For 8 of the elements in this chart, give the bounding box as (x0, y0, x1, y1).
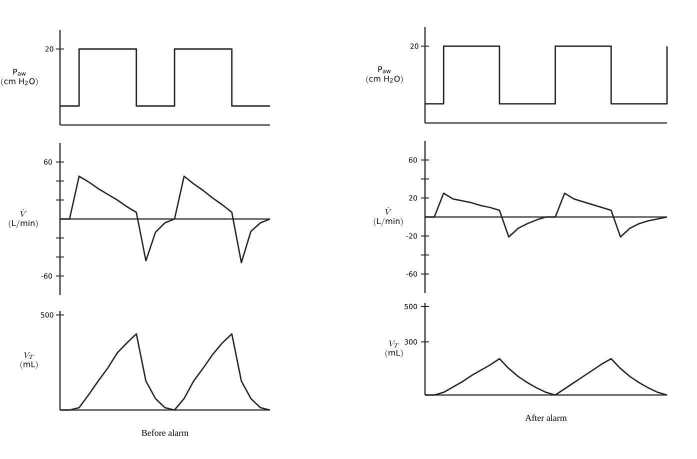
x-axis-title: Before alarm (142, 430, 188, 436)
y-axis-title: $\begin{array}{c}\mathrm{P_{aw}}\\ \mathrm{(cm\ H_2O)}\end{array}$ (1, 68, 38, 86)
y-axis-title: $\begin{array}{c}\dot{V}\\ \mathrm{(L/min)}\end{array}$ (374, 207, 403, 226)
x-axis-title: After alarm (525, 414, 567, 421)
y-axis-title: $\begin{array}{c}V_T\\ \mathrm{(mL)}\end{array}$ (385, 340, 403, 358)
y-axis-title: $\begin{array}{c}\mathrm{P_{aw}}\\ \mathrm{(cm\ H_2O)}\end{array}$ (366, 66, 403, 84)
y-axis-title: $\begin{array}{c}V_T\\ \mathrm{(mL)}\end{array}$ (20, 352, 38, 370)
y-axis-title: $\begin{array}{c}\dot{V}\\ \mathrm{(L/min)}\end{array}$ (8, 209, 38, 228)
